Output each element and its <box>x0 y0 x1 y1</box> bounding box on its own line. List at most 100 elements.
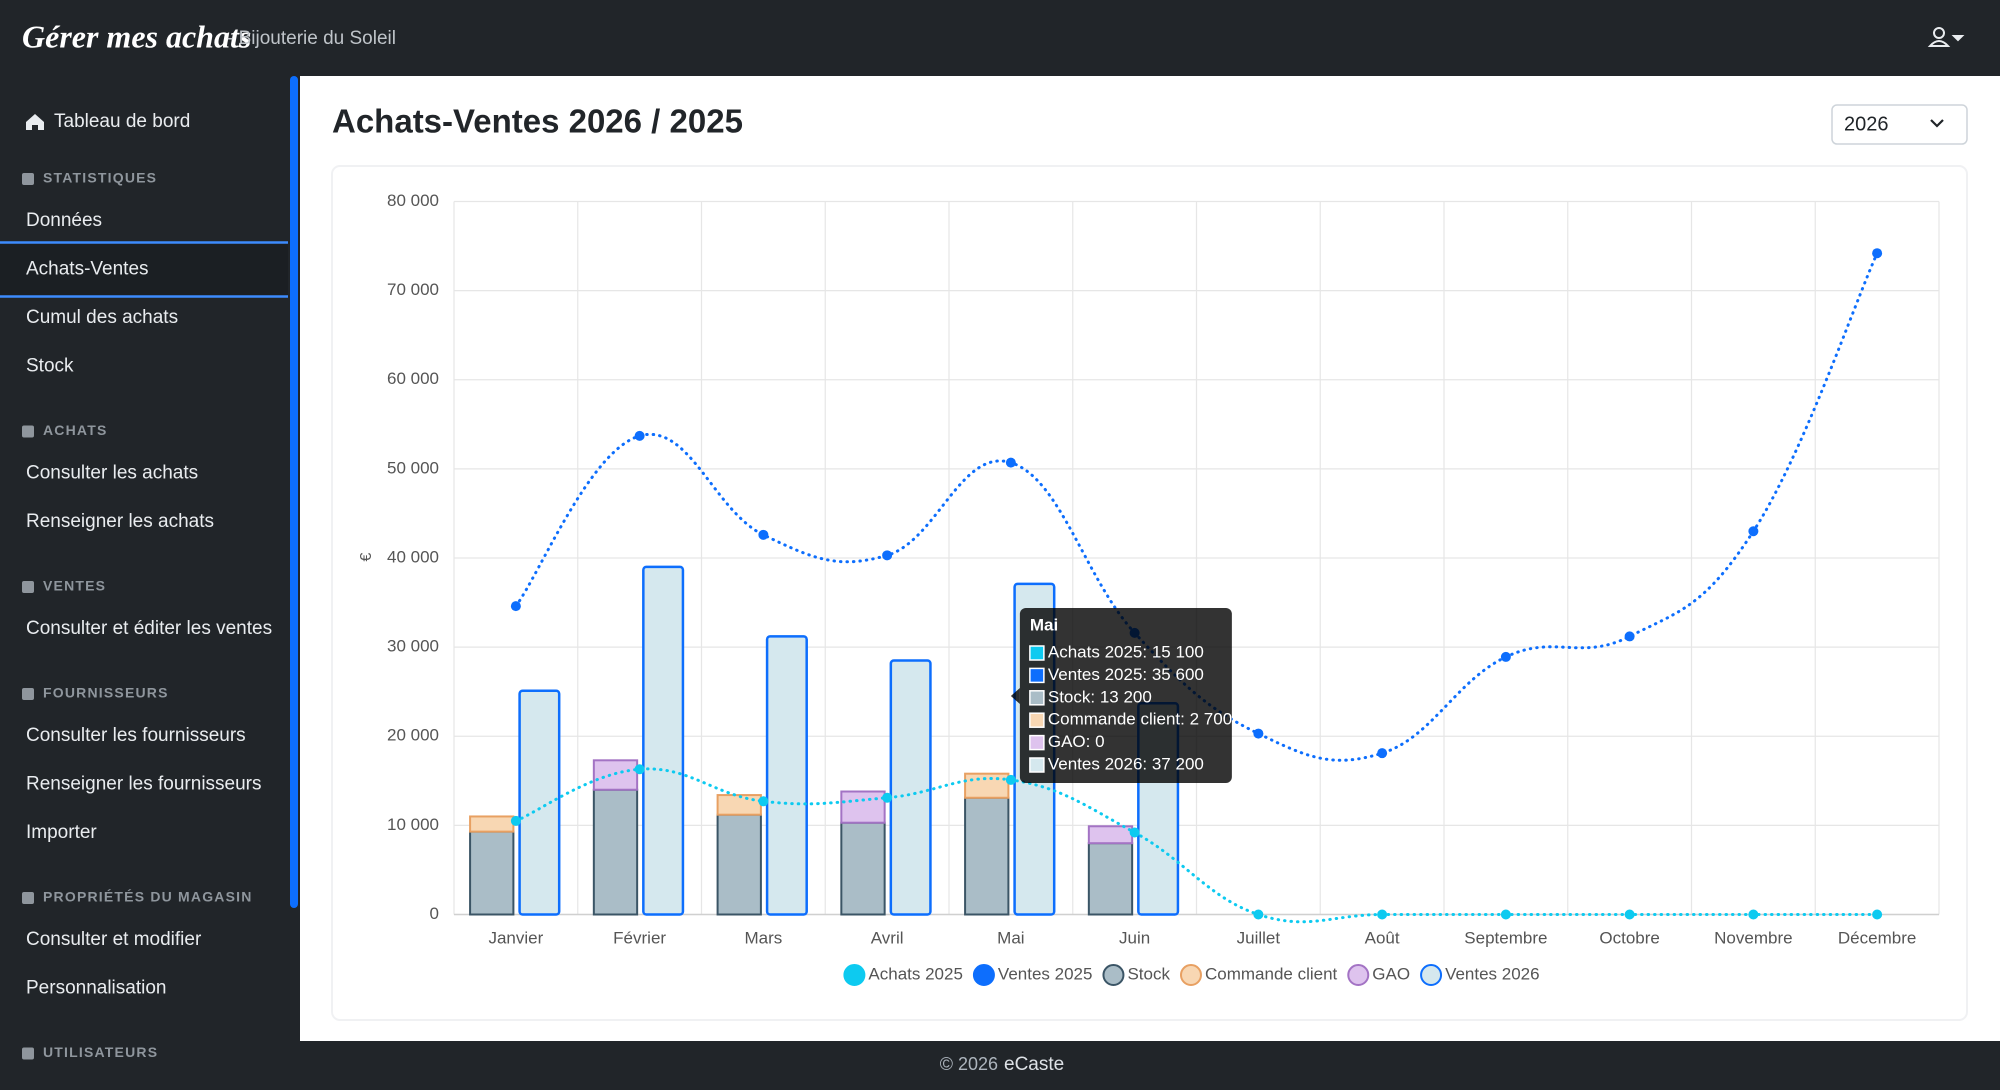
point <box>1253 728 1264 739</box>
nav-item[interactable]: Renseigner les fournisseurs <box>26 774 262 795</box>
legend-swatch <box>1420 964 1443 986</box>
tooltip-line: Commande client: 2 700 <box>1048 710 1232 729</box>
x-tick-label: Février <box>613 928 666 947</box>
nav-item[interactable]: Personnalisation <box>26 978 166 999</box>
footer-brand[interactable]: eCaste <box>1004 1054 1064 1075</box>
bar-segment <box>469 830 515 916</box>
legend-swatch <box>972 964 995 986</box>
nav-item[interactable]: Achats-Ventes <box>26 259 149 280</box>
section-icon <box>22 581 34 593</box>
nav-item[interactable]: Consulter les achats <box>26 463 198 484</box>
x-tick-label: Octobre <box>1599 928 1659 947</box>
point <box>1624 631 1635 642</box>
nav-item[interactable]: Données <box>26 210 102 231</box>
legend-item[interactable]: Commande client <box>1179 964 1338 986</box>
nav-home[interactable]: Tableau de bord <box>26 111 190 132</box>
point <box>758 529 769 540</box>
nav-item[interactable]: Stock <box>26 356 74 377</box>
bar-segment <box>964 796 1010 916</box>
line <box>514 767 1879 924</box>
nav-section: UTILISATEURS <box>43 1044 158 1060</box>
point <box>1500 651 1511 662</box>
bar-segment <box>840 790 886 824</box>
tooltip-title: Mai <box>1030 615 1058 634</box>
legend-item[interactable]: GAO <box>1347 964 1410 986</box>
section-icon <box>22 173 34 185</box>
point <box>1377 748 1388 759</box>
y-tick-label: 40 000 <box>387 547 439 566</box>
legend-item[interactable]: Ventes 2025 <box>972 964 1093 986</box>
point <box>1872 248 1883 259</box>
nav-item[interactable]: Importer <box>26 822 97 843</box>
x-tick-label: Mai <box>997 928 1024 947</box>
tooltip-line: Achats 2025: 15 100 <box>1048 642 1204 661</box>
y-tick-label: 10 000 <box>387 815 439 834</box>
legend-item[interactable]: Achats 2025 <box>843 964 963 986</box>
point <box>510 815 521 826</box>
brand[interactable]: Gérer mes achats <box>22 18 251 54</box>
nav-section: VENTES <box>43 578 106 594</box>
tooltip-line: Ventes 2025: 35 600 <box>1048 665 1204 684</box>
nav-item[interactable]: Tableau de bord <box>54 111 190 132</box>
nav-item[interactable]: Cumul des achats <box>26 307 178 328</box>
point <box>1005 457 1016 468</box>
point <box>1005 774 1016 785</box>
bar-segment <box>716 794 762 816</box>
legend-swatch <box>1102 964 1125 986</box>
tooltip-swatch <box>1029 757 1045 773</box>
y-tick-label: 30 000 <box>387 637 439 656</box>
year-select[interactable]: 2026 <box>1831 104 1968 145</box>
point <box>1624 909 1635 920</box>
nav-section: ACHATS <box>43 422 108 438</box>
tooltip-line: Stock: 13 200 <box>1048 687 1152 706</box>
tooltip-swatch <box>1029 734 1045 751</box>
bar-segment <box>1087 842 1134 916</box>
point <box>1872 909 1883 920</box>
point <box>882 550 893 561</box>
scrollbar <box>290 76 298 908</box>
y-tick-label: 60 000 <box>387 369 439 388</box>
point <box>758 796 769 807</box>
tooltip-line: GAO: 0 <box>1048 732 1105 751</box>
legend-swatch <box>1347 964 1370 986</box>
bar <box>642 565 685 916</box>
tooltip: Mai Achats 2025: 15 100 Ventes 2025: 35 60… <box>1010 608 1232 783</box>
year-value[interactable]: 2026 <box>1844 113 1889 135</box>
x-tick-label: Juillet <box>1237 928 1281 947</box>
tooltip-line: Ventes 2026: 37 200 <box>1048 754 1204 773</box>
legend-item[interactable]: Ventes 2026 <box>1420 964 1540 986</box>
user-menu[interactable] <box>1927 27 1965 47</box>
y-tick-label: 80 000 <box>387 191 439 210</box>
bar-segment <box>964 772 1010 799</box>
x-tick-label: Novembre <box>1714 928 1792 947</box>
nav-item[interactable]: Consulter et éditer les ventes <box>26 618 272 639</box>
legend-label: GAO <box>1372 964 1410 983</box>
tooltip-arrow <box>1010 688 1020 704</box>
point <box>1748 909 1759 920</box>
x-tick-label: Avril <box>871 928 904 947</box>
tooltip-swatch <box>1029 667 1045 684</box>
section-icon <box>22 425 34 438</box>
x-tick-label: Mars <box>744 928 782 947</box>
tooltip-swatch <box>1029 690 1045 706</box>
y-axis-label: € <box>358 552 375 561</box>
nav-section: FOURNISSEURS <box>43 685 169 701</box>
legend-item[interactable]: Stock <box>1102 964 1170 986</box>
section-icon <box>22 1047 34 1060</box>
legend-label: Ventes 2026 <box>1445 964 1540 983</box>
section-icon <box>22 892 34 904</box>
y-tick-label: 70 000 <box>387 280 439 299</box>
section-icon <box>22 688 34 700</box>
nav-item[interactable]: Consulter les fournisseurs <box>26 725 246 746</box>
bar <box>765 635 808 916</box>
bar-segment <box>469 815 515 833</box>
nav-item[interactable]: Renseigner les achats <box>26 511 214 532</box>
x-tick-label: Juin <box>1119 928 1150 947</box>
nav-item[interactable]: Consulter et modifier <box>26 929 202 950</box>
point <box>1377 909 1388 920</box>
x-tick-label: Août <box>1365 928 1400 947</box>
footer-copyright: © 2026 <box>940 1054 998 1074</box>
point <box>1253 909 1264 920</box>
legend-swatch <box>1179 964 1202 986</box>
legend-label: Stock <box>1127 964 1170 983</box>
